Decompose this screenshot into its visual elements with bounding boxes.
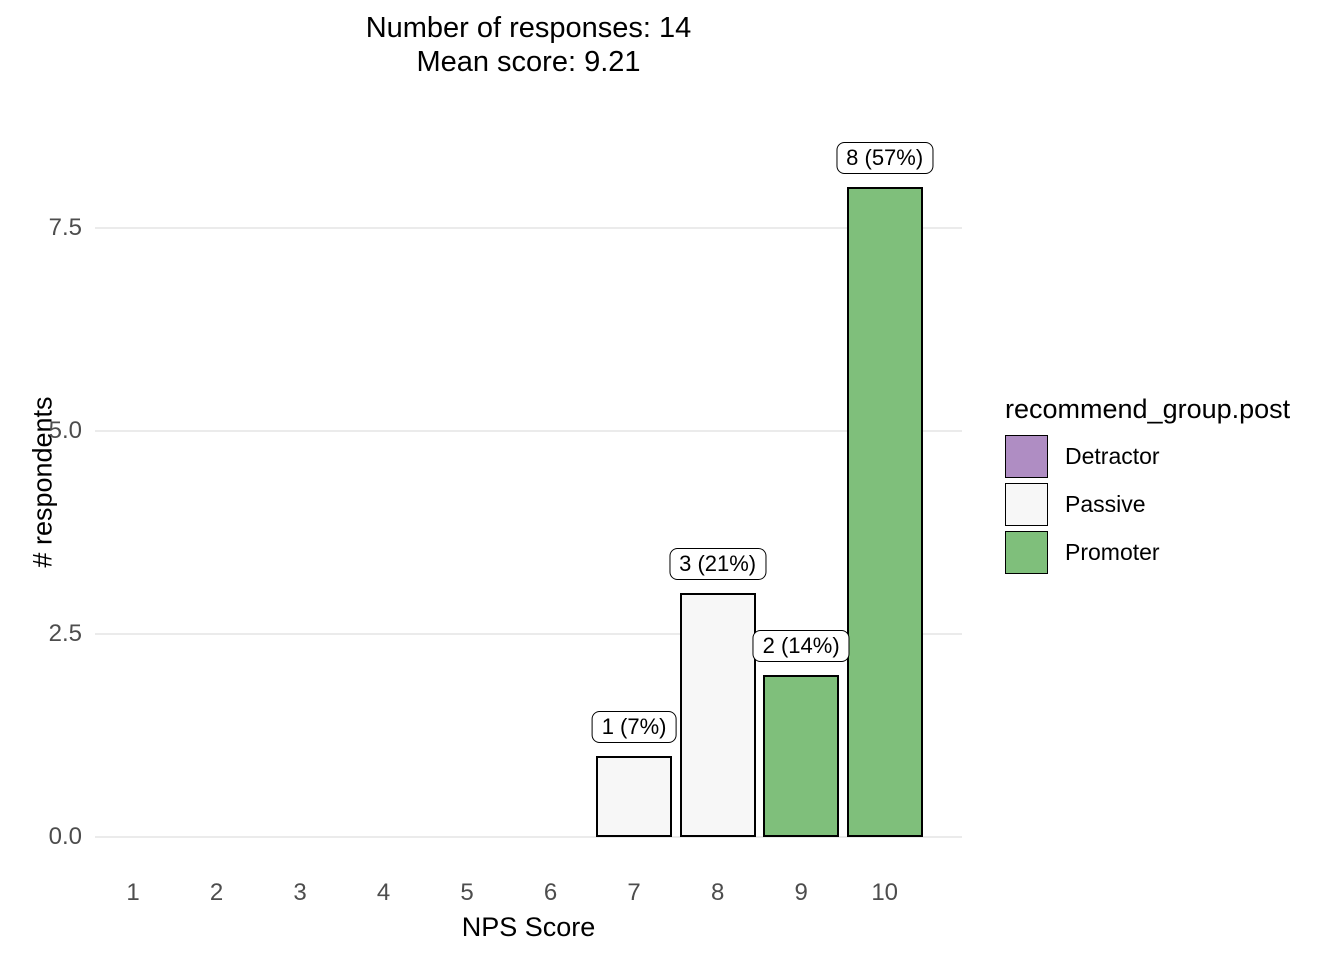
- bar-label-score-8: 3 (21%): [669, 548, 767, 581]
- legend-swatch-promoter: [1005, 531, 1048, 574]
- legend-swatch-detractor: [1005, 435, 1048, 478]
- x-tick-label-6: 6: [543, 879, 558, 906]
- plot-title-line-mean: Mean score: 9.21: [416, 46, 641, 78]
- x-tick-label-2: 2: [209, 879, 224, 906]
- x-tick-label-10: 10: [871, 879, 899, 906]
- bar-score-7: [596, 755, 673, 837]
- x-tick-label-3: 3: [293, 879, 307, 906]
- legend-label-passive: Passive: [1065, 491, 1146, 517]
- legend-entry-passive: Passive: [1005, 483, 1290, 526]
- bar-label-score-9: 2 (14%): [752, 629, 850, 662]
- bar-score-9: [763, 674, 840, 837]
- x-tick-label-7: 7: [627, 879, 641, 906]
- x-tick-label-5: 5: [460, 879, 474, 906]
- legend-entry-promoter: Promoter: [1005, 531, 1290, 574]
- legend-swatch-passive: [1005, 483, 1048, 526]
- plot-title: Number of responses: 14 Mean score: 9.21: [95, 11, 962, 79]
- bar-label-score-7: 1 (7%): [591, 710, 677, 743]
- legend-label-detractor: Detractor: [1065, 443, 1160, 469]
- y-tick-label-0.0: 0.0: [48, 823, 82, 850]
- plot-panel: 1 (7%) 3 (21%) 2 (14%) 8 (57%): [95, 126, 962, 845]
- x-tick-label-4: 4: [376, 879, 391, 906]
- x-tick-label-1: 1: [126, 879, 140, 906]
- gridline-y-5.0: [95, 430, 962, 432]
- x-tick-label-8: 8: [710, 879, 725, 906]
- bar-score-10: [846, 187, 923, 837]
- y-tick-label-2.5: 2.5: [48, 620, 82, 647]
- gridline-y-7.5: [95, 227, 962, 229]
- y-tick-label-7.5: 7.5: [48, 214, 82, 241]
- y-tick-label-5.0: 5.0: [48, 417, 82, 444]
- legend-entries: Detractor Passive Promoter: [1005, 435, 1290, 574]
- bar-score-8: [679, 593, 756, 837]
- x-tick-label-9: 9: [794, 879, 808, 906]
- gridline-y-2.5: [95, 633, 962, 635]
- plot-title-line-responses: Number of responses: 14: [365, 12, 692, 44]
- legend-entry-detractor: Detractor: [1005, 435, 1290, 478]
- bar-label-score-10: 8 (57%): [836, 142, 934, 175]
- gridline-y-0.0: [95, 836, 962, 838]
- legend: recommend_group.post Detractor Passive Pro…: [1005, 394, 1290, 579]
- legend-label-promoter: Promoter: [1065, 539, 1160, 565]
- x-axis-title: NPS Score: [461, 912, 596, 942]
- legend-title: recommend_group.post: [1005, 394, 1291, 424]
